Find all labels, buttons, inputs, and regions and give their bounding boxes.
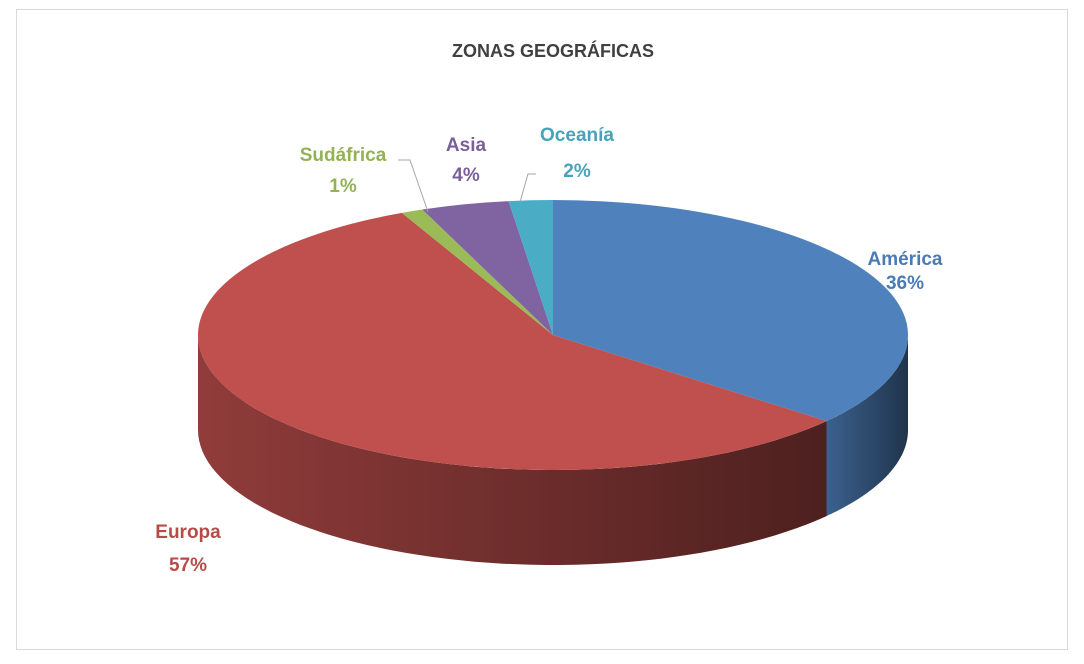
category-label: Europa xyxy=(155,522,221,543)
category-label: Asia xyxy=(446,135,487,156)
pie-slice xyxy=(508,200,553,335)
category-label: Sudáfrica xyxy=(300,145,387,166)
pie-slice xyxy=(553,200,908,422)
value-label: 4% xyxy=(452,165,480,186)
pie-tops xyxy=(198,200,908,471)
category-label: América xyxy=(868,249,943,270)
value-label: 57% xyxy=(169,555,207,576)
leader-line xyxy=(398,159,429,213)
pie-side xyxy=(198,335,827,565)
pie-slice xyxy=(401,209,553,335)
value-label: 1% xyxy=(329,176,357,197)
leader-line xyxy=(519,173,536,203)
category-label: Oceanía xyxy=(540,125,614,146)
pie-side xyxy=(826,335,908,517)
value-label: 2% xyxy=(563,161,591,182)
data-labels: América 36% Europa 57% Sudáfrica 1% Asia 4% Ocea… xyxy=(155,125,943,576)
value-label: 36% xyxy=(886,273,924,294)
pie-slice xyxy=(422,201,553,335)
pie-slice xyxy=(198,212,827,471)
chart-title: ZONAS GEOGRÁFICAS xyxy=(452,40,654,61)
pie-sides xyxy=(198,335,908,565)
